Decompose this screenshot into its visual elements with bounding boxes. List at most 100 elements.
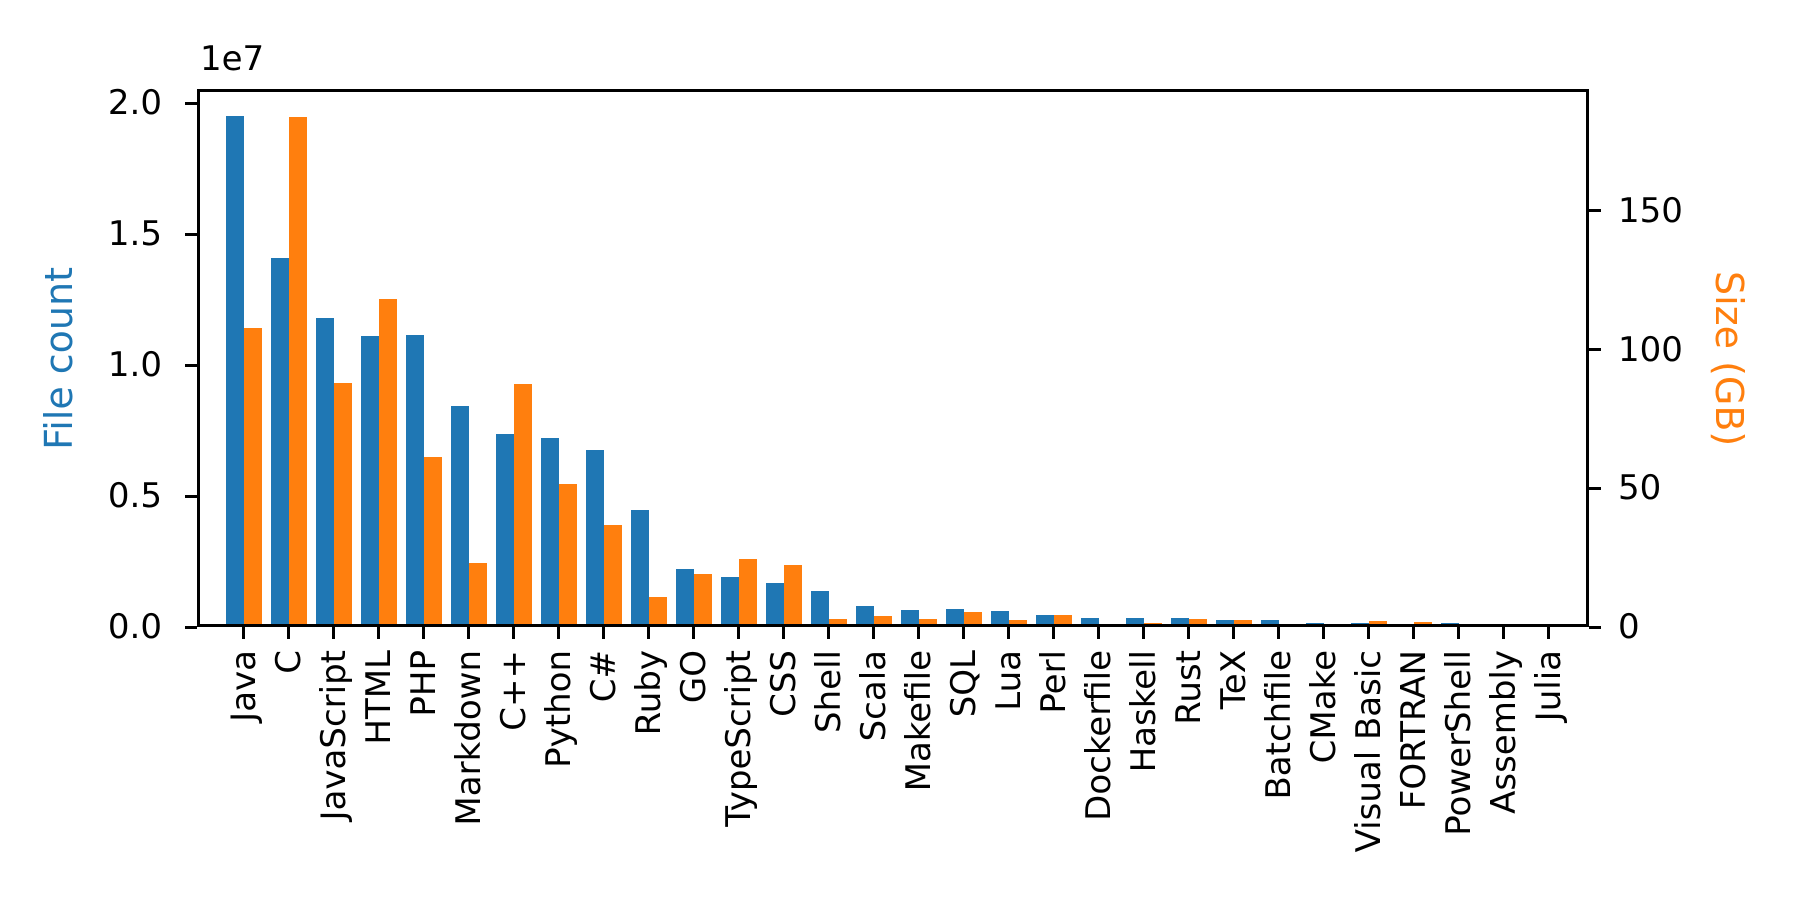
bar-size-JavaScript bbox=[333, 383, 352, 627]
y-tick-label-right-50: 50 bbox=[1618, 468, 1662, 509]
x-tick-label-Perl: Perl bbox=[1034, 650, 1074, 714]
x-tick-label-Python: Python bbox=[539, 650, 579, 768]
x-tick-Perl bbox=[1052, 627, 1055, 639]
x-tick-label-Rust: Rust bbox=[1169, 650, 1209, 725]
bar-file-count-Shell bbox=[810, 591, 829, 627]
bar-file-count-Perl bbox=[1035, 614, 1054, 627]
bar-file-count-Makefile bbox=[900, 609, 919, 627]
x-tick-label-text-Lua: Lua bbox=[988, 650, 1029, 711]
bar-file-count-C++ bbox=[495, 433, 514, 627]
x-tick-Assembly bbox=[1502, 627, 1505, 639]
x-tick-label-PowerShell: PowerShell bbox=[1439, 650, 1479, 836]
x-tick-label-text-Haskell: Haskell bbox=[1123, 650, 1164, 773]
x-tick-label-Julia: Julia bbox=[1529, 650, 1569, 721]
bar-size-Python bbox=[558, 483, 577, 627]
bar-file-count-HTML bbox=[360, 336, 379, 627]
bar-file-count-TypeScript bbox=[720, 576, 739, 627]
bar-file-count-Scala bbox=[855, 606, 874, 627]
x-tick-label-C++: C++ bbox=[494, 650, 534, 731]
x-tick-label-CSS: CSS bbox=[764, 650, 804, 717]
x-tick-label-PHP: PHP bbox=[404, 650, 444, 717]
bar-file-count-SQL bbox=[945, 608, 964, 627]
x-tick-label-Dockerfile: Dockerfile bbox=[1079, 650, 1119, 821]
x-tick-label-TypeScript: TypeScript bbox=[719, 650, 759, 827]
bar-file-count-Ruby bbox=[630, 510, 649, 627]
x-tick-C bbox=[287, 627, 290, 639]
x-tick-Scala bbox=[872, 627, 875, 639]
bar-file-count-Markdown bbox=[450, 406, 469, 627]
y-tick-left-1.5 bbox=[185, 232, 197, 236]
y-tick-right-50 bbox=[1589, 486, 1601, 490]
bar-file-count-TeX bbox=[1215, 619, 1234, 627]
x-tick-label-text-C++: C++ bbox=[493, 650, 534, 731]
x-tick-label-text-C: C bbox=[268, 650, 309, 674]
left-axis-title: File count bbox=[37, 267, 81, 450]
bar-file-count-Java bbox=[225, 116, 244, 627]
x-tick-label-text-Python: Python bbox=[538, 650, 579, 768]
x-tick-label-HTML: HTML bbox=[359, 650, 399, 745]
x-tick-label-text-CMake: CMake bbox=[1303, 650, 1344, 764]
x-tick-Makefile bbox=[917, 627, 920, 639]
y-tick-label-left-1.0: 1.0 bbox=[107, 345, 162, 386]
x-tick-label-TeX: TeX bbox=[1214, 650, 1254, 709]
x-tick-label-CMake: CMake bbox=[1304, 650, 1344, 763]
x-tick-label-text-JavaScript: JavaScript bbox=[313, 650, 354, 821]
y-tick-label-right-0: 0 bbox=[1618, 607, 1640, 647]
x-tick-label-text-Markdown: Markdown bbox=[448, 650, 489, 826]
x-tick-label-text-SQL: SQL bbox=[943, 650, 984, 718]
bar-file-count-Python bbox=[540, 438, 559, 627]
x-tick-C# bbox=[602, 627, 605, 639]
x-tick-FORTRAN bbox=[1412, 627, 1415, 639]
bar-size-TypeScript bbox=[738, 559, 757, 627]
x-tick-Shell bbox=[827, 627, 830, 639]
bar-size-Makefile bbox=[918, 618, 937, 627]
x-tick-label-text-Rust: Rust bbox=[1168, 650, 1209, 725]
y-tick-left-0.5 bbox=[185, 494, 197, 498]
x-tick-label-Haskell: Haskell bbox=[1124, 650, 1164, 772]
x-tick-label-text-HTML: HTML bbox=[358, 650, 399, 745]
x-tick-label-Makefile: Makefile bbox=[899, 650, 939, 791]
x-tick-JavaScript bbox=[332, 627, 335, 639]
x-tick-TypeScript bbox=[737, 627, 740, 639]
bar-size-Java bbox=[243, 327, 262, 627]
x-tick-HTML bbox=[377, 627, 380, 639]
x-tick-label-text-Dockerfile: Dockerfile bbox=[1078, 650, 1119, 821]
x-tick-Visual Basic bbox=[1367, 627, 1370, 639]
bar-file-count-Haskell bbox=[1125, 618, 1144, 627]
x-tick-TeX bbox=[1232, 627, 1235, 639]
x-tick-label-Scala: Scala bbox=[854, 650, 894, 741]
x-tick-label-text-C#: C# bbox=[583, 650, 624, 703]
left-axis-title-wrap: File count bbox=[36, 90, 82, 627]
bar-size-Markdown bbox=[468, 562, 487, 627]
x-tick-label-text-Java: Java bbox=[223, 650, 264, 722]
x-tick-label-text-Visual Basic: Visual Basic bbox=[1348, 650, 1389, 853]
bar-size-Ruby bbox=[648, 597, 667, 627]
y-tick-right-150 bbox=[1589, 209, 1601, 213]
bar-file-count-Dockerfile bbox=[1080, 618, 1099, 627]
x-tick-Ruby bbox=[647, 627, 650, 639]
x-tick-Haskell bbox=[1142, 627, 1145, 639]
x-tick-label-text-PowerShell: PowerShell bbox=[1438, 650, 1479, 836]
x-tick-label-Lua: Lua bbox=[989, 650, 1029, 711]
x-tick-label-Shell: Shell bbox=[809, 650, 849, 733]
bar-file-count-GO bbox=[675, 568, 694, 627]
bar-file-count-PHP bbox=[405, 334, 424, 627]
x-tick-Rust bbox=[1187, 627, 1190, 639]
x-tick-label-text-CSS: CSS bbox=[763, 650, 804, 717]
bar-file-count-CSS bbox=[765, 582, 784, 627]
x-tick-Python bbox=[557, 627, 560, 639]
x-tick-label-GO: GO bbox=[674, 650, 714, 703]
x-tick-GO bbox=[692, 627, 695, 639]
x-tick-label-Batchfile: Batchfile bbox=[1259, 650, 1299, 800]
x-tick-label-text-Shell: Shell bbox=[808, 650, 849, 733]
x-tick-label-Markdown: Markdown bbox=[449, 650, 489, 826]
y-axis-offset-text: 1e7 bbox=[200, 39, 265, 79]
right-axis-title: Size (GB) bbox=[1707, 270, 1751, 447]
bar-file-count-Batchfile bbox=[1260, 619, 1279, 627]
x-tick-C++ bbox=[512, 627, 515, 639]
bar-size-Rust bbox=[1188, 618, 1207, 627]
bar-size-TeX bbox=[1233, 620, 1252, 627]
bar-size-Shell bbox=[828, 618, 847, 627]
x-tick-label-text-Scala: Scala bbox=[853, 650, 894, 742]
bar-size-Lua bbox=[1008, 620, 1027, 627]
